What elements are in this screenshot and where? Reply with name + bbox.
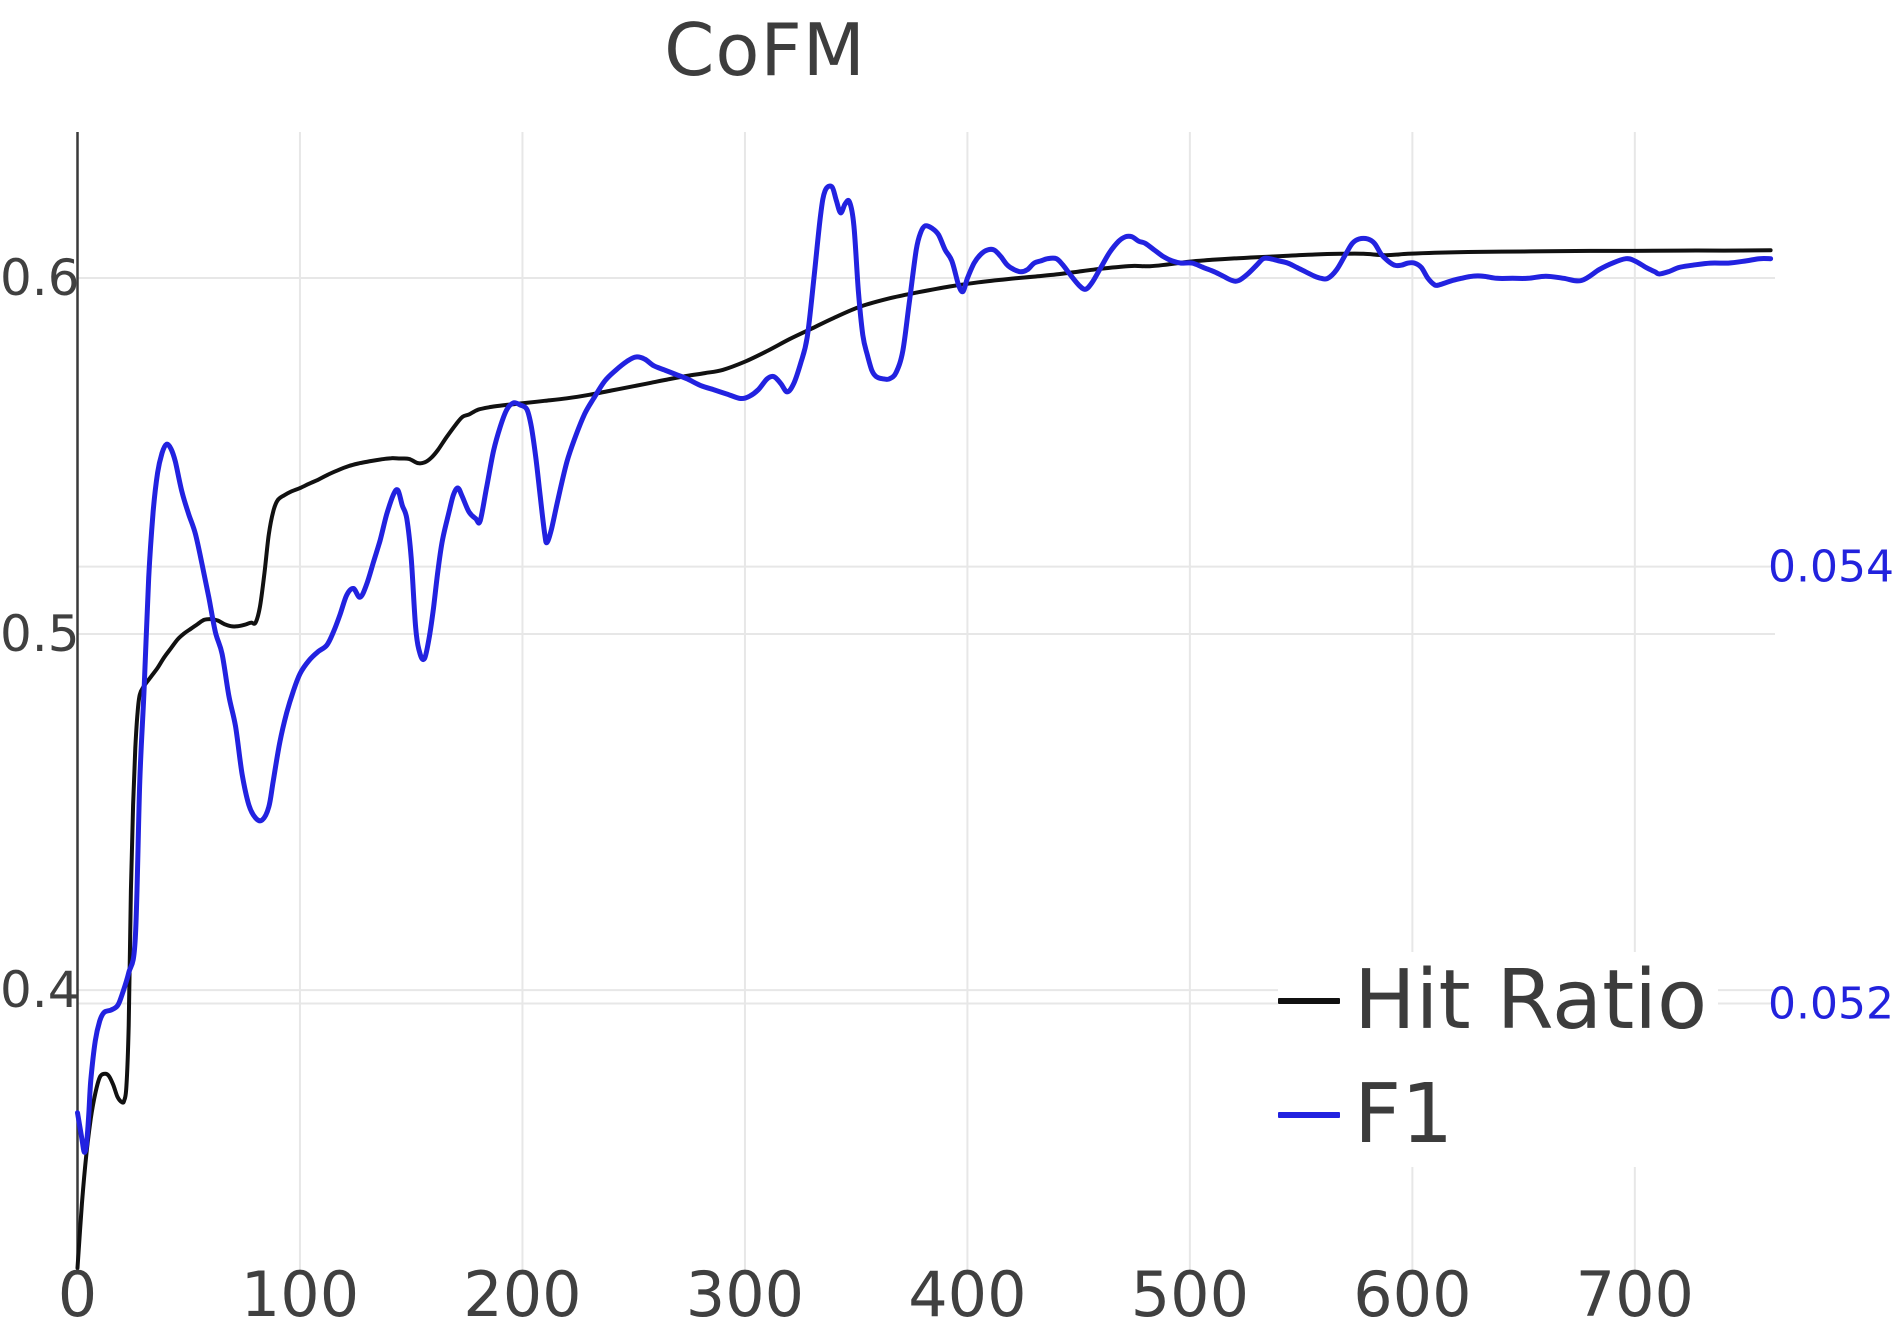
hit-ratio-swatch-icon: [1278, 998, 1340, 1004]
legend-label-hit-ratio: Hit Ratio: [1354, 953, 1708, 1048]
x-tick-label: 0: [57, 1258, 98, 1330]
f1-line: [75, 183, 1774, 1155]
x-tick-label: 400: [908, 1258, 1027, 1330]
legend-item-hit-ratio: Hit Ratio: [1278, 960, 1707, 1042]
chart-title: CoFM: [664, 8, 866, 92]
y-tick-label-left: 0.6: [0, 248, 80, 307]
y-tick-label-right: 0.052: [1768, 978, 1894, 1030]
legend-label-f1: F1: [1354, 1067, 1454, 1162]
x-tick-label: 100: [240, 1258, 360, 1330]
y-tick-label-left: 0.5: [0, 605, 80, 664]
x-tick-label: 200: [463, 1258, 582, 1330]
y-tick-label-right: 0.054: [1768, 541, 1894, 593]
x-tick-label: 600: [1353, 1258, 1472, 1330]
f1-swatch-icon: [1278, 1112, 1340, 1118]
x-tick-label: 300: [685, 1258, 805, 1330]
legend-item-f1: F1: [1278, 1074, 1453, 1156]
legend: Hit Ratio F1: [1278, 952, 1718, 1167]
y-tick-label-left: 0.4: [0, 961, 80, 1020]
x-tick-label: 700: [1575, 1258, 1694, 1330]
x-tick-label: 500: [1130, 1258, 1250, 1330]
